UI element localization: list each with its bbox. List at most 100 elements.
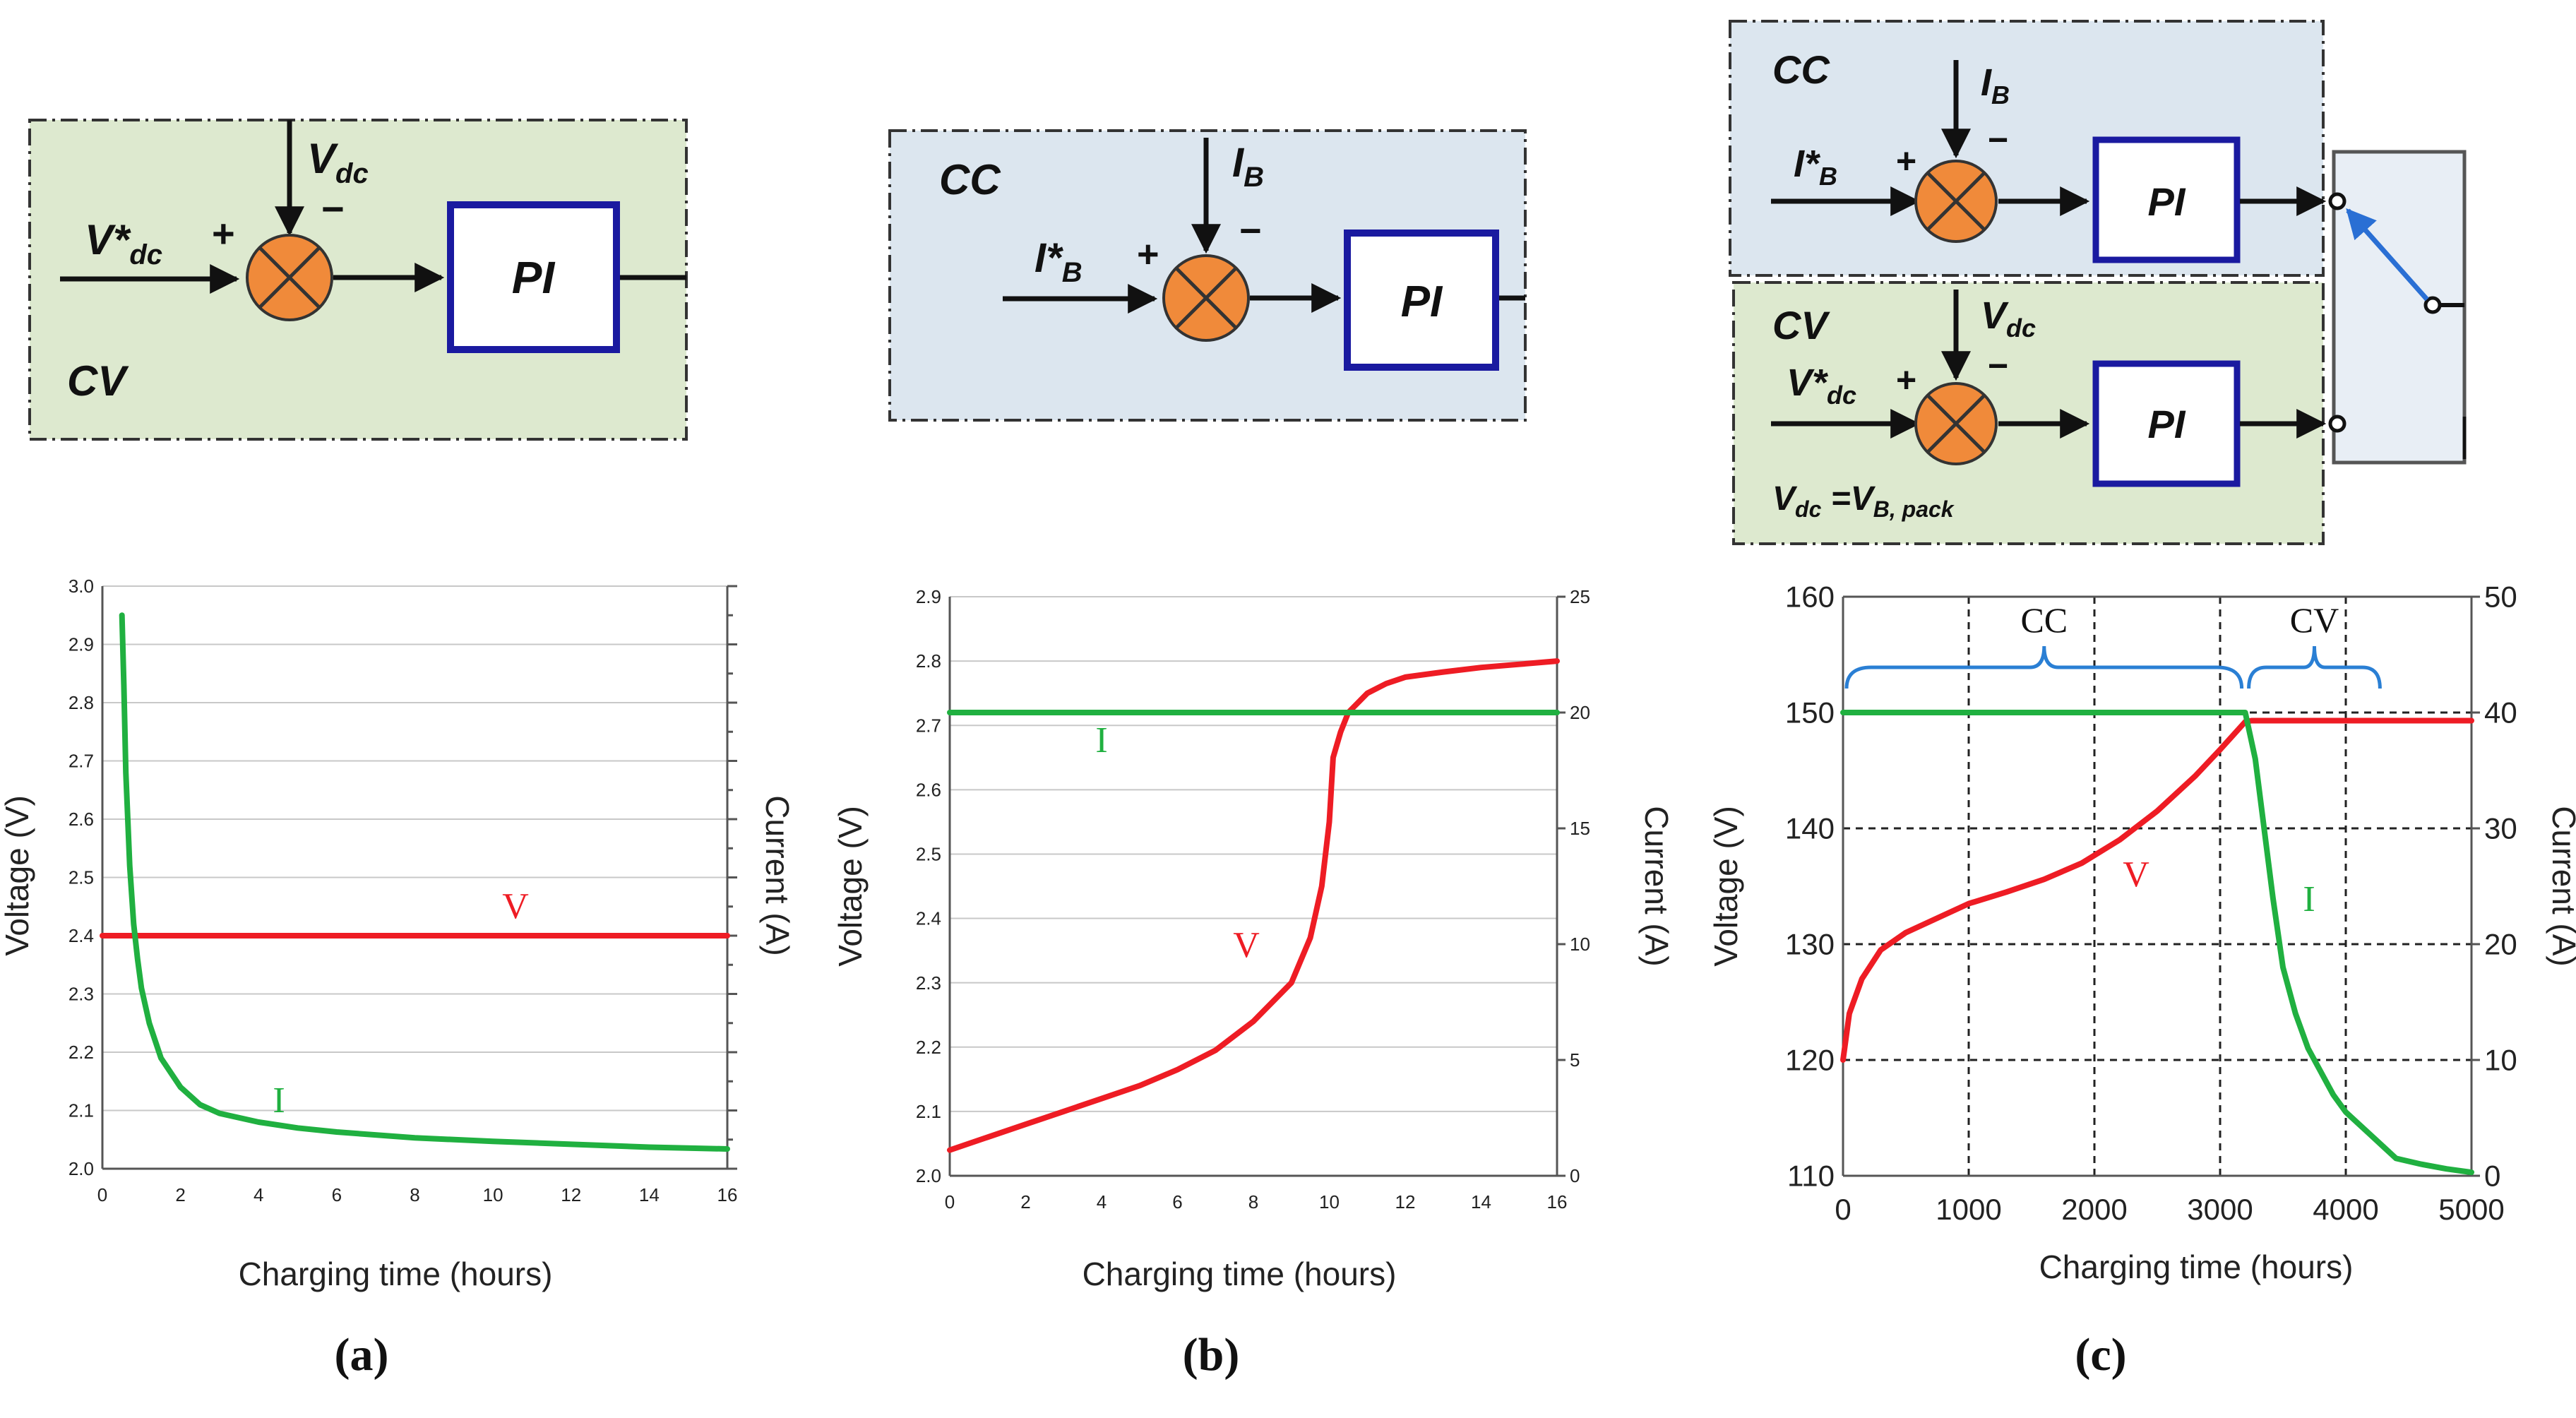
y-tick-label-a: 2.2 xyxy=(68,1042,94,1063)
caption-b: (b) xyxy=(1183,1329,1240,1381)
y2-axis-label-b: Current (A) xyxy=(1638,806,1675,966)
switch-pivot xyxy=(2423,296,2442,314)
y-tick-label-c: 160 xyxy=(1785,580,1835,614)
series-line-i-a xyxy=(119,612,730,1152)
y-tick-label-c: 110 xyxy=(1787,1160,1835,1193)
feedback-label-c-cv: V xyxy=(1981,294,2009,337)
equation-lhs-sub-c: dc xyxy=(1795,496,1822,522)
y-tick-label-a: 3.0 xyxy=(68,576,94,597)
x-tick-label-b: 6 xyxy=(1172,1191,1182,1213)
y2-tick-label-c: 30 xyxy=(2484,812,2517,845)
y2-tick-label-b: 0 xyxy=(1570,1165,1580,1186)
caption-a: (a) xyxy=(335,1329,389,1381)
svg-text:IB: IB xyxy=(1232,140,1264,193)
ref-label-c-cc: I* xyxy=(1794,143,1821,185)
x-tick-label-c: 3000 xyxy=(2187,1193,2253,1226)
y-tick-label-b: 2.5 xyxy=(916,844,941,865)
annotation-v-c: V xyxy=(2123,854,2149,895)
y-tick-label-a: 2.7 xyxy=(68,751,94,772)
y2-tick-label-c: 0 xyxy=(2484,1160,2500,1193)
x-tick-label-b: 16 xyxy=(1547,1191,1568,1213)
annotation-v-a: V xyxy=(502,886,529,927)
feedback-sub-a: dc xyxy=(335,158,369,189)
svg-text:V*dc: V*dc xyxy=(1787,362,1856,410)
x-tick-label-b: 14 xyxy=(1471,1191,1491,1213)
x-tick-label-a: 0 xyxy=(97,1184,107,1205)
phase-bracket-cv xyxy=(2247,645,2382,689)
x-tick-label-b: 2 xyxy=(1020,1191,1030,1213)
y-tick-label-c: 120 xyxy=(1785,1044,1835,1077)
y-tick-label-a: 2.5 xyxy=(68,867,94,888)
x-tick-label-a: 10 xyxy=(483,1184,503,1205)
ref-sub-c-cv: dc xyxy=(1827,381,1856,410)
block-label-c-cv: CV xyxy=(1772,303,1830,347)
ref-sub-c-cc: B xyxy=(1819,162,1837,191)
feedback-sub-c-cc: B xyxy=(1991,81,2010,109)
chart-b: 2.0 2.1 2.2 2.3 2.4 2.5 2.6 2.7 2.8 2.9 0 2 4 6 8 10 12 1… xyxy=(832,586,1675,1292)
plus-sign-a: + xyxy=(212,211,235,256)
phase-label-cc: CC xyxy=(2020,600,2068,640)
annotation-i-c: I xyxy=(2303,879,2315,919)
plus-sign-c-cv: + xyxy=(1896,360,1916,400)
x-tick-label-b: 4 xyxy=(1097,1191,1107,1213)
equation-rhs-c: =V xyxy=(1821,480,1876,518)
x-tick-label-c: 4000 xyxy=(2313,1193,2378,1226)
svg-text:I*B: I*B xyxy=(1034,235,1083,288)
y-tick-label-b: 2.0 xyxy=(916,1165,941,1186)
x-tick-label-b: 0 xyxy=(945,1191,955,1213)
ref-sub-b: B xyxy=(1062,257,1083,288)
y-tick-label-a: 2.0 xyxy=(68,1158,94,1179)
annotation-i-a: I xyxy=(273,1080,285,1121)
x-tick-label-b: 8 xyxy=(1248,1191,1258,1213)
y-tick-label-b: 2.9 xyxy=(916,586,941,607)
plot-area-c xyxy=(1843,597,2471,1176)
y-tick-label-a: 2.4 xyxy=(68,925,94,946)
ref-label-a: V* xyxy=(85,216,131,263)
series-line-v-b xyxy=(947,658,1560,1153)
y-tick-label-c: 130 xyxy=(1785,928,1835,961)
x-tick-label-a: 8 xyxy=(410,1184,419,1205)
ref-sub-a: dc xyxy=(129,239,162,270)
plus-sign-c-cc: + xyxy=(1896,141,1916,181)
equation-rhs-sub-c: B, pack xyxy=(1873,496,1955,522)
pi-label-b: PI xyxy=(1401,278,1443,326)
y2-tick-label-c: 50 xyxy=(2484,580,2517,614)
pi-controller-c-cc xyxy=(2092,136,2241,263)
pi-controller-a xyxy=(447,201,620,353)
x-tick-label-c: 0 xyxy=(1835,1193,1851,1226)
chart-a: 2.0 2.1 2.2 2.3 2.4 2.5 2.6 2.7 2.8 2.9 3.0 0 2 4 6 8 10… xyxy=(0,576,796,1292)
y-axis-label-b: Voltage (V) xyxy=(832,806,869,967)
y-tick-label-a: 2.3 xyxy=(68,984,94,1005)
minus-sign-b: − xyxy=(1239,210,1262,252)
switch-contact-cc xyxy=(2328,192,2347,210)
x-tick-label-b: 12 xyxy=(1395,1191,1416,1213)
y-tick-label-b: 2.2 xyxy=(916,1037,941,1058)
svg-text:Vdc: Vdc xyxy=(1981,294,2036,342)
feedback-label-a: V xyxy=(307,135,339,182)
block-label-a: CV xyxy=(67,357,129,405)
pi-label-c-cv: PI xyxy=(2148,402,2186,446)
y2-tick-label-b: 20 xyxy=(1570,702,1590,723)
y-tick-label-c: 150 xyxy=(1785,696,1835,729)
x-tick-label-a: 6 xyxy=(332,1184,342,1205)
x-axis-label-a: Charging time (hours) xyxy=(239,1256,553,1292)
block-label-b: CC xyxy=(939,156,1001,203)
minus-sign-c-cv: − xyxy=(1988,346,2008,386)
y2-axis-label-c: Current (A) xyxy=(2546,806,2576,966)
block-diagram-b: PI I*B + IB − CC xyxy=(888,129,1527,422)
y-axis-label-c: Voltage (V) xyxy=(1707,806,1744,967)
y2-tick-label-b: 15 xyxy=(1570,818,1590,839)
svg-text:Vdc =VB, pack: Vdc =VB, pack xyxy=(1772,480,1955,522)
x-tick-label-c: 1000 xyxy=(1936,1193,2001,1226)
pi-controller-b xyxy=(1344,230,1499,371)
svg-text:Vdc: Vdc xyxy=(307,135,369,189)
ref-label-c-cv: V* xyxy=(1787,362,1829,404)
caption-c: (c) xyxy=(2075,1329,2126,1381)
y2-axis-label-a: Current (A) xyxy=(759,795,796,955)
feedback-sub-c-cv: dc xyxy=(2006,314,2036,342)
y-tick-label-a: 2.6 xyxy=(68,809,94,830)
x-tick-label-a: 16 xyxy=(717,1184,738,1205)
ref-label-b: I* xyxy=(1034,235,1063,281)
y-tick-label-b: 2.1 xyxy=(916,1101,941,1122)
minus-sign-c-cc: − xyxy=(1988,120,2008,160)
